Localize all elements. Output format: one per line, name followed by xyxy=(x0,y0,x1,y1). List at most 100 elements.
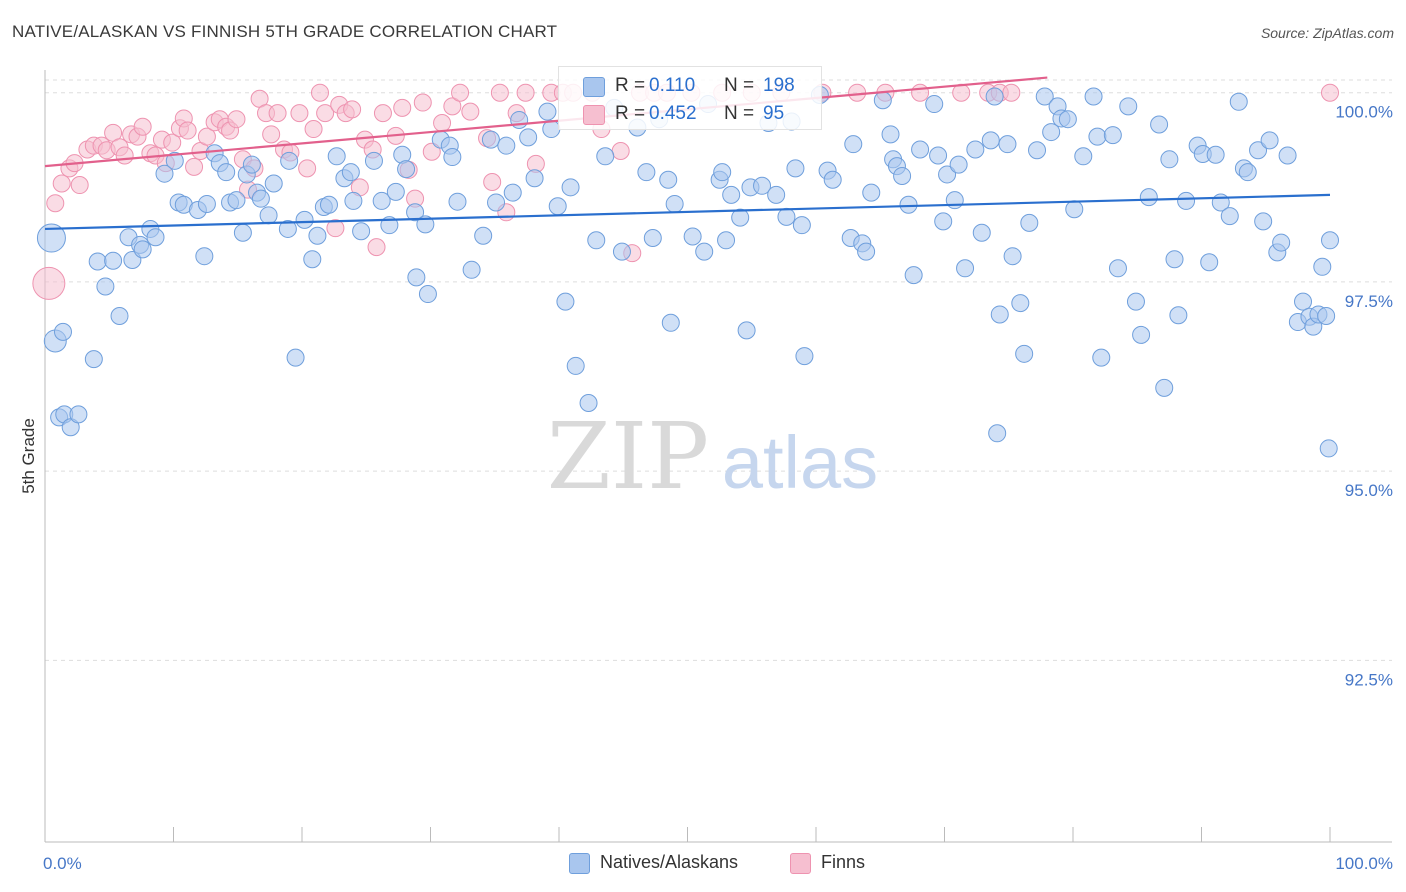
finns-r-label: R = xyxy=(615,103,646,124)
natives-point xyxy=(925,95,944,114)
natives-point xyxy=(443,148,462,167)
natives-point xyxy=(1011,294,1030,313)
natives-point xyxy=(133,240,152,259)
natives-point xyxy=(538,102,557,121)
natives-n-label: N = xyxy=(724,75,755,96)
finns-point xyxy=(46,194,65,213)
natives-point xyxy=(792,216,811,235)
y-axis-label: 5th Grade xyxy=(19,418,38,494)
axes xyxy=(44,70,1392,843)
x-tick-label: 0.0% xyxy=(43,854,82,873)
finns-point xyxy=(262,125,281,144)
natives-point xyxy=(416,215,435,234)
natives-point xyxy=(1160,150,1179,169)
natives-point xyxy=(1165,250,1184,269)
natives-point xyxy=(1319,439,1338,458)
natives-point xyxy=(949,155,968,174)
natives-point xyxy=(1065,200,1084,219)
natives-point xyxy=(1074,147,1093,166)
natives-point xyxy=(938,165,957,184)
finns-point xyxy=(911,83,930,102)
finns-point xyxy=(422,142,441,161)
natives-point xyxy=(259,206,278,225)
natives-point xyxy=(767,185,786,204)
natives-swatch xyxy=(583,77,605,97)
natives-point xyxy=(1150,115,1169,134)
natives-point xyxy=(110,306,129,325)
natives-point xyxy=(548,197,567,216)
natives-point xyxy=(737,321,756,340)
natives-point xyxy=(197,194,216,213)
natives-point xyxy=(195,247,214,266)
natives-point xyxy=(1238,163,1257,182)
natives-point xyxy=(972,223,991,242)
natives-point xyxy=(661,313,680,332)
finns-point xyxy=(461,102,480,121)
natives-point xyxy=(665,194,684,213)
natives-point xyxy=(155,164,174,183)
natives-point xyxy=(566,356,585,375)
finns-point xyxy=(133,117,152,136)
natives-point xyxy=(406,203,425,222)
natives-point xyxy=(1108,259,1127,278)
natives-point xyxy=(510,110,529,129)
finns-point xyxy=(326,219,345,238)
finns-point xyxy=(197,127,216,146)
natives-point xyxy=(308,226,327,245)
y-tick-label: 92.5% xyxy=(1345,670,1393,689)
natives-point xyxy=(364,151,383,170)
natives-point xyxy=(1260,131,1279,150)
natives-point xyxy=(1249,141,1268,160)
natives-point xyxy=(823,170,842,189)
y-tick-label: 97.5% xyxy=(1345,292,1393,311)
natives-point xyxy=(1200,253,1219,272)
natives-point xyxy=(474,226,493,245)
natives-point xyxy=(1278,146,1297,165)
finns-point xyxy=(70,176,89,195)
natives-point xyxy=(352,222,371,241)
natives-point xyxy=(286,348,305,367)
natives-point xyxy=(786,159,805,178)
natives-point xyxy=(988,424,1007,443)
finns-point xyxy=(310,83,329,102)
finns-point xyxy=(516,83,535,102)
finns-point xyxy=(227,110,246,129)
natives-point xyxy=(1317,306,1336,325)
finns-point xyxy=(443,97,462,116)
natives-point xyxy=(873,91,892,110)
natives-points xyxy=(36,85,1339,458)
natives-point xyxy=(1092,348,1111,367)
natives-point xyxy=(911,140,930,159)
trend-lines xyxy=(44,76,1331,231)
natives-point xyxy=(695,242,714,261)
natives-point xyxy=(96,277,115,296)
finns-point xyxy=(316,104,335,123)
natives-point xyxy=(1155,378,1174,397)
natives-point xyxy=(278,219,297,238)
natives-point xyxy=(683,227,702,246)
finns-point xyxy=(304,120,323,139)
source-credit: Source: ZipAtlas.com xyxy=(1260,25,1394,41)
natives-point xyxy=(561,178,580,197)
natives-legend-swatch xyxy=(569,853,590,874)
natives-point xyxy=(753,176,772,195)
natives-point xyxy=(1084,87,1103,106)
natives-point xyxy=(146,228,165,247)
natives-trend-line xyxy=(44,193,1331,231)
natives-point xyxy=(344,191,363,210)
natives-point xyxy=(1003,247,1022,266)
finns-point xyxy=(178,121,197,140)
finns-point xyxy=(483,173,502,192)
natives-point xyxy=(795,347,814,366)
finns-swatch xyxy=(583,105,605,125)
finns-n-label: N = xyxy=(724,103,755,124)
finns-point xyxy=(367,238,386,257)
natives-point xyxy=(956,259,975,278)
natives-point xyxy=(934,212,953,231)
natives-point xyxy=(264,174,283,193)
natives-point xyxy=(386,182,405,201)
natives-point xyxy=(418,285,437,304)
finns-point xyxy=(490,83,509,102)
chart-title: NATIVE/ALASKAN VS FINNISH 5TH GRADE CORR… xyxy=(12,22,558,41)
natives-point xyxy=(1103,126,1122,145)
